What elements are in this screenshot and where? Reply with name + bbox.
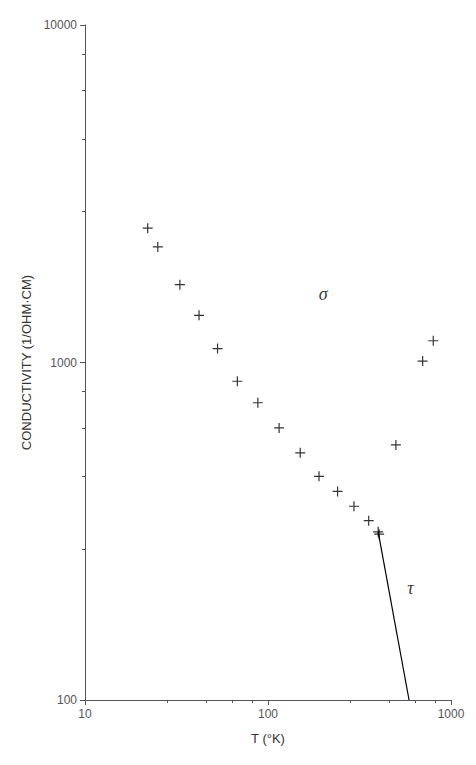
svg-text:τ: τ: [407, 578, 414, 598]
svg-text:T (°K): T (°K): [251, 731, 285, 746]
svg-text:CONDUCTIVITY (1/OHM·CM): CONDUCTIVITY (1/OHM·CM): [19, 275, 34, 450]
svg-text:σ: σ: [319, 284, 329, 304]
svg-text:1000: 1000: [50, 356, 77, 370]
svg-text:10000: 10000: [44, 18, 78, 32]
svg-text:10: 10: [78, 707, 92, 721]
svg-text:100: 100: [258, 707, 278, 721]
svg-text:100: 100: [57, 693, 77, 707]
svg-text:1000: 1000: [438, 707, 465, 721]
